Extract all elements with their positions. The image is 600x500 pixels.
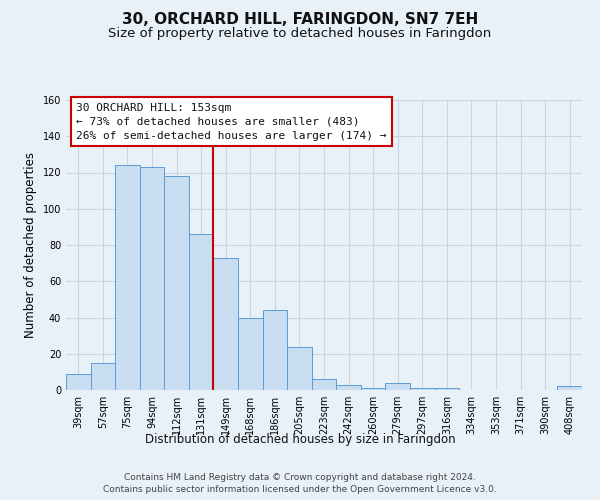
Bar xyxy=(434,388,459,390)
Bar xyxy=(336,384,361,390)
Bar xyxy=(385,383,410,390)
Text: Distribution of detached houses by size in Faringdon: Distribution of detached houses by size … xyxy=(145,432,455,446)
Bar xyxy=(287,346,312,390)
Bar xyxy=(214,258,238,390)
Bar xyxy=(361,388,385,390)
Bar xyxy=(66,374,91,390)
Bar xyxy=(91,363,115,390)
Text: 30 ORCHARD HILL: 153sqm
← 73% of detached houses are smaller (483)
26% of semi-d: 30 ORCHARD HILL: 153sqm ← 73% of detache… xyxy=(76,103,387,141)
Bar xyxy=(115,165,140,390)
Bar xyxy=(140,167,164,390)
Text: Contains HM Land Registry data © Crown copyright and database right 2024.: Contains HM Land Registry data © Crown c… xyxy=(124,472,476,482)
Bar xyxy=(164,176,189,390)
Y-axis label: Number of detached properties: Number of detached properties xyxy=(24,152,37,338)
Text: 30, ORCHARD HILL, FARINGDON, SN7 7EH: 30, ORCHARD HILL, FARINGDON, SN7 7EH xyxy=(122,12,478,28)
Bar xyxy=(189,234,214,390)
Text: Size of property relative to detached houses in Faringdon: Size of property relative to detached ho… xyxy=(109,28,491,40)
Bar xyxy=(263,310,287,390)
Bar xyxy=(238,318,263,390)
Bar xyxy=(557,386,582,390)
Text: Contains public sector information licensed under the Open Government Licence v3: Contains public sector information licen… xyxy=(103,485,497,494)
Bar xyxy=(312,379,336,390)
Bar xyxy=(410,388,434,390)
